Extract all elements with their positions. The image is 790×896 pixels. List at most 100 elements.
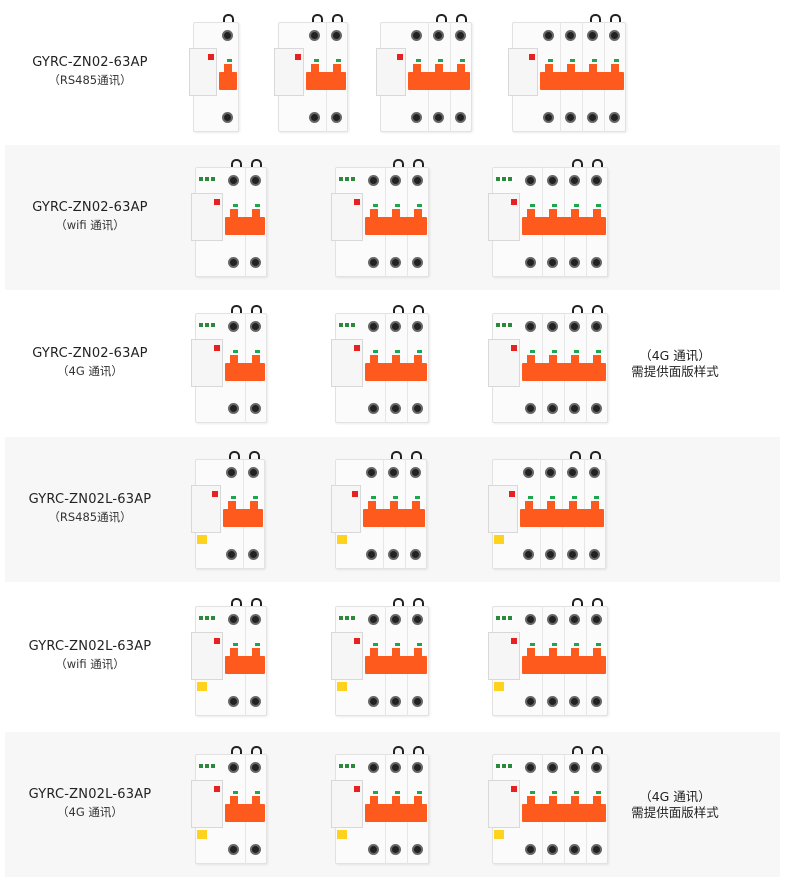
din-hook-icon (413, 746, 424, 754)
product-row: GYRC-ZN02-63AP （4G 通讯） （4G 通讯） 需提供面版样式 (5, 291, 780, 436)
orange-handle-bar (522, 656, 606, 674)
din-hook-icon (413, 598, 424, 606)
din-hook-icon (610, 14, 621, 22)
din-hook-icon (590, 14, 601, 22)
terminal-screw-icon (368, 614, 379, 625)
status-led (438, 59, 443, 62)
toggle-handle (252, 209, 260, 219)
terminal-screw-icon (587, 112, 598, 123)
toggle-handle (593, 355, 601, 365)
terminal-screw-icon (591, 696, 602, 707)
toggle-handle (370, 209, 378, 219)
terminal-screw-icon (368, 257, 379, 268)
din-hook-icon (231, 598, 242, 606)
indicator-strip (199, 177, 217, 181)
note-line: 需提供面版样式 (631, 804, 719, 820)
terminal-screw-icon (547, 762, 558, 773)
terminal-screw-icon (569, 614, 580, 625)
test-button (511, 786, 517, 792)
toggle-handle (457, 64, 465, 74)
toggle-handle (370, 648, 378, 658)
terminal-screw-icon (543, 30, 554, 41)
indicator-strip (339, 323, 357, 327)
toggle-handle (392, 209, 400, 219)
test-button (509, 491, 515, 497)
toggle-handle (252, 648, 260, 658)
terminal-screw-icon (390, 614, 401, 625)
din-hook-icon (231, 746, 242, 754)
status-led (530, 643, 535, 646)
status-led (574, 643, 579, 646)
status-led (395, 643, 400, 646)
yellow-tag (337, 830, 347, 839)
toggle-handle (549, 355, 557, 365)
status-led (253, 496, 258, 499)
circuit-breaker-image (488, 159, 608, 277)
toggle-handle (390, 501, 398, 511)
terminal-screw-icon (390, 844, 401, 855)
terminal-screw-icon (368, 321, 379, 332)
status-led (596, 350, 601, 353)
test-button (214, 345, 220, 351)
note-line: （4G 通讯） (639, 788, 711, 804)
toggle-handle (547, 501, 555, 511)
terminal-screw-icon (412, 257, 423, 268)
toggle-handle (311, 64, 319, 74)
din-hook-icon (436, 14, 447, 22)
terminal-screw-icon (410, 467, 421, 478)
terminal-screw-icon (547, 614, 558, 625)
product-label: GYRC-ZN02-63AP （wifi 通讯） (5, 199, 175, 232)
toggle-handle (611, 64, 619, 74)
terminal-screw-icon (390, 321, 401, 332)
terminal-screw-icon (222, 30, 233, 41)
status-led (255, 791, 260, 794)
status-led (233, 204, 238, 207)
status-led (417, 204, 422, 207)
terminal-screw-icon (412, 844, 423, 855)
status-led (395, 791, 400, 794)
orange-handle-bar (522, 217, 606, 235)
toggle-handle (412, 501, 420, 511)
circuit-breaker-image (488, 451, 606, 569)
terminal-screw-icon (250, 321, 261, 332)
toggle-handle (230, 648, 238, 658)
indicator-strip (496, 616, 514, 620)
test-button (511, 638, 517, 644)
terminal-screw-icon (390, 762, 401, 773)
status-led (574, 350, 579, 353)
circuit-breaker-image (191, 598, 267, 716)
terminal-screw-icon (228, 257, 239, 268)
din-hook-icon (332, 14, 343, 22)
circuit-breaker-image (191, 305, 267, 423)
terminal-screw-icon (565, 30, 576, 41)
status-led (314, 59, 319, 62)
toggle-handle (368, 501, 376, 511)
yellow-tag (197, 535, 207, 544)
status-led (393, 496, 398, 499)
status-led (395, 204, 400, 207)
terminal-screw-icon (368, 844, 379, 855)
indicator-strip (199, 764, 217, 768)
terminal-screw-icon (547, 321, 558, 332)
status-led (227, 59, 232, 62)
terminal-screw-icon (525, 403, 536, 414)
product-row: GYRC-ZN02L-63AP （wifi 通讯） (5, 584, 780, 729)
panel-note: （4G 通讯） 需提供面版样式 (605, 348, 745, 380)
status-led (417, 643, 422, 646)
toggle-handle (591, 501, 599, 511)
terminal-screw-icon (411, 30, 422, 41)
comm-type: （4G 通讯） (57, 363, 123, 378)
toggle-handle (392, 796, 400, 806)
terminal-screw-icon (525, 614, 536, 625)
model-name: GYRC-ZN02L-63AP (28, 786, 152, 802)
product-row: GYRC-ZN02-63AP （wifi 通讯） (5, 145, 780, 290)
test-button (214, 638, 220, 644)
circuit-breaker-image (191, 159, 267, 277)
terminal-screw-icon (226, 467, 237, 478)
orange-handle-bar (520, 509, 604, 527)
toggle-handle (549, 796, 557, 806)
din-hook-icon (391, 451, 402, 459)
test-button (511, 199, 517, 205)
status-led (614, 59, 619, 62)
terminal-screw-icon (412, 614, 423, 625)
